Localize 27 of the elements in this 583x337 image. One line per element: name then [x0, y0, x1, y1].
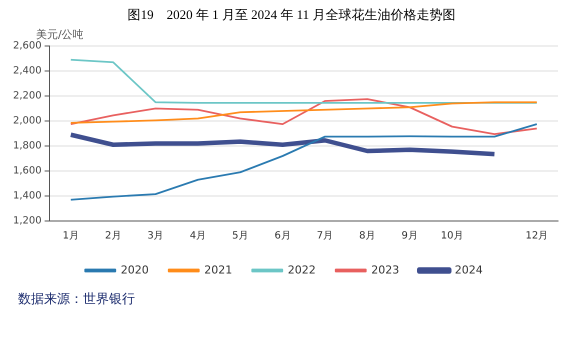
y-tick-label: 2,000: [12, 116, 42, 127]
x-tick-label: 4月: [190, 230, 206, 242]
x-tick-label: 1月: [62, 230, 79, 242]
y-tick-label: 1,800: [12, 140, 42, 152]
x-tick-label: 12月: [525, 230, 548, 242]
x-tick-label: 9月: [402, 230, 418, 242]
x-tick-label: 3月: [147, 230, 164, 242]
y-tick-label: 2,400: [12, 66, 42, 77]
x-tick-label: 5月: [232, 230, 248, 242]
y-tick-label: 1,600: [12, 166, 42, 177]
x-tick-label: 10月: [440, 230, 464, 242]
legend-label: 2022: [288, 263, 316, 276]
chart-title: 图19 2020 年 1 月至 2024 年 11 月全球花生油价格走势图: [126, 6, 456, 24]
legend-label: 2021: [204, 263, 232, 276]
legend-label: 2020: [120, 263, 149, 276]
source-note: 数据来源：世界银行: [18, 291, 136, 308]
y-axis-title: 美元/公吨: [36, 27, 84, 41]
y-tick-label: 2,600: [12, 40, 42, 52]
y-tick-label: 2,200: [12, 90, 42, 102]
legend-label: 2024: [454, 263, 483, 276]
x-tick-label: 8月: [359, 230, 376, 242]
x-tick-label: 6月: [274, 230, 291, 242]
x-tick-label: 2月: [104, 230, 122, 242]
y-tick-label: 1,400: [12, 190, 42, 202]
legend-label: 2023: [371, 263, 400, 276]
y-tick-label: 1,200: [12, 216, 42, 227]
x-tick-label: 7月: [316, 230, 334, 242]
